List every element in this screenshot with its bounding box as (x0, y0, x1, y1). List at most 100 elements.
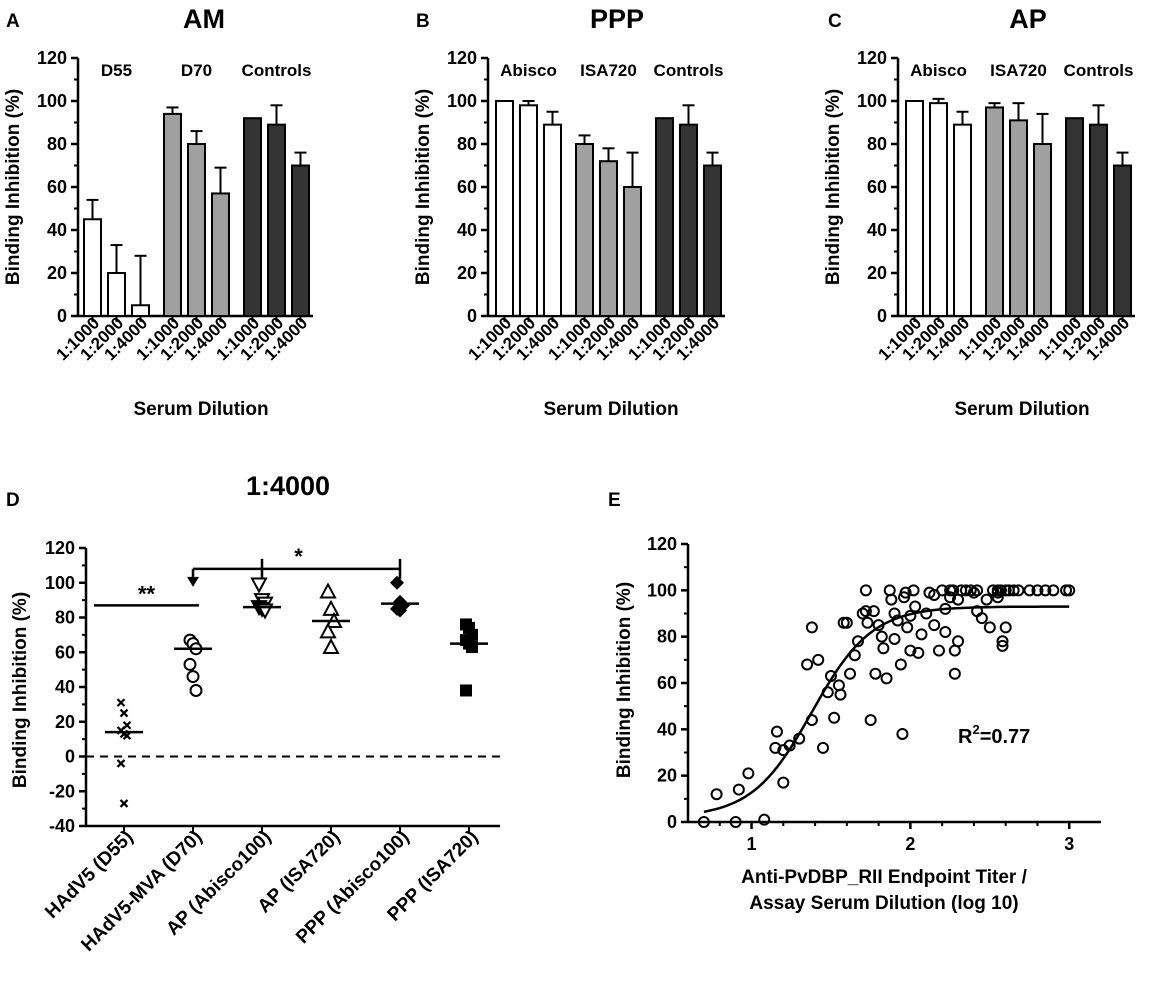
significance-star: * (294, 544, 303, 569)
data-point (875, 630, 888, 643)
bar (599, 160, 618, 317)
y-tick-label: 80 (457, 134, 477, 154)
group-label: ISA720 (990, 61, 1047, 80)
bar (243, 117, 262, 317)
data-point (183, 657, 197, 671)
data-point (828, 711, 841, 724)
data-point (891, 614, 904, 627)
data-point (732, 783, 745, 796)
significance-stars: ** (138, 581, 156, 606)
data-point (959, 584, 972, 597)
panel-label: B (416, 11, 430, 32)
r-superscript: 2 (972, 722, 979, 737)
data-point (460, 684, 472, 697)
bar (107, 272, 126, 317)
bar (985, 106, 1004, 317)
data-point (859, 584, 872, 597)
data-point (867, 605, 880, 618)
r-label: R (958, 726, 973, 748)
y-tick-label: 120 (45, 538, 75, 558)
data-point (901, 621, 914, 634)
bar (83, 218, 102, 317)
data-point (856, 607, 869, 620)
data-point (994, 584, 1007, 597)
data-point (1007, 584, 1020, 597)
data-point (996, 635, 1009, 648)
x-tick-label: 2 (905, 834, 915, 854)
data-point (909, 600, 922, 613)
data-point (119, 708, 129, 718)
data-point (821, 686, 834, 699)
bar (953, 123, 972, 318)
data-point (1047, 584, 1060, 597)
panel-label: D (6, 490, 20, 511)
data-point (920, 607, 933, 620)
data-point (894, 658, 907, 671)
y-tick-label: 20 (47, 263, 67, 283)
data-point (880, 672, 893, 685)
y-tick-label: 40 (657, 719, 677, 739)
data-point (859, 605, 872, 618)
data-point (119, 799, 129, 808)
data-point (912, 646, 925, 659)
panel-title: AM (183, 4, 225, 34)
bar (1009, 119, 1028, 317)
data-point (904, 644, 917, 657)
x-axis-label: Serum Dilution (543, 399, 678, 420)
x-axis-label: Serum Dilution (133, 399, 268, 420)
bar (575, 143, 594, 317)
y-tick-label: 60 (55, 642, 75, 662)
y-tick-label: 0 (65, 747, 75, 767)
panel-b: B PPP Binding Inhibition (%) Serum Dilut… (413, 4, 725, 420)
bar (1033, 143, 1052, 317)
panel-title: AP (1009, 4, 1047, 34)
y-tick-label: 40 (457, 220, 477, 240)
bar (187, 143, 206, 317)
data-point (877, 642, 890, 655)
y-tick-label: 120 (447, 48, 477, 68)
data-point (250, 577, 268, 594)
y-axis-label: Binding Inhibition (%) (10, 592, 31, 788)
data-point (936, 584, 949, 597)
data-point (390, 575, 404, 590)
data-point (783, 739, 796, 752)
group-label: Abisco (500, 61, 557, 80)
bar (519, 104, 538, 317)
data-point (697, 816, 710, 828)
y-tick-label: 100 (647, 580, 677, 600)
y-tick-label: -40 (49, 816, 75, 836)
bar (703, 164, 722, 317)
data-point (805, 714, 818, 727)
panel-e: E Binding Inhibition (%) Anti-PvDBP_RII … (608, 490, 1101, 914)
x-axis-label: Serum Dilution (954, 399, 1089, 420)
data-point (319, 582, 337, 599)
y-tick-label: 80 (867, 134, 887, 154)
y-tick-label: 60 (657, 673, 677, 693)
fit-curve (703, 605, 1070, 814)
data-point (915, 628, 928, 641)
y-tick-label: 80 (657, 627, 677, 647)
group-label: D70 (181, 61, 212, 80)
y-tick-label: 100 (45, 573, 75, 593)
data-point (710, 788, 723, 801)
y-tick-label: 60 (457, 177, 477, 197)
y-tick-label: 80 (47, 134, 67, 154)
y-axis-label: Binding Inhibition (%) (823, 89, 844, 285)
data-point (851, 635, 864, 648)
bar (131, 304, 150, 317)
data-point (189, 683, 203, 697)
y-tick-label: 0 (877, 306, 887, 326)
data-point (980, 593, 993, 606)
y-tick-label: 80 (55, 608, 75, 628)
y-tick-label: 120 (647, 534, 677, 554)
y-tick-label: 40 (867, 220, 887, 240)
group-label: ISA720 (580, 61, 637, 80)
data-point (996, 639, 1009, 652)
data-point (742, 767, 755, 780)
y-axis-label: Binding Inhibition (%) (614, 582, 635, 778)
data-point (186, 670, 200, 684)
data-point (1063, 584, 1076, 597)
data-point (393, 603, 407, 618)
x-tick-label: 1 (747, 834, 757, 854)
